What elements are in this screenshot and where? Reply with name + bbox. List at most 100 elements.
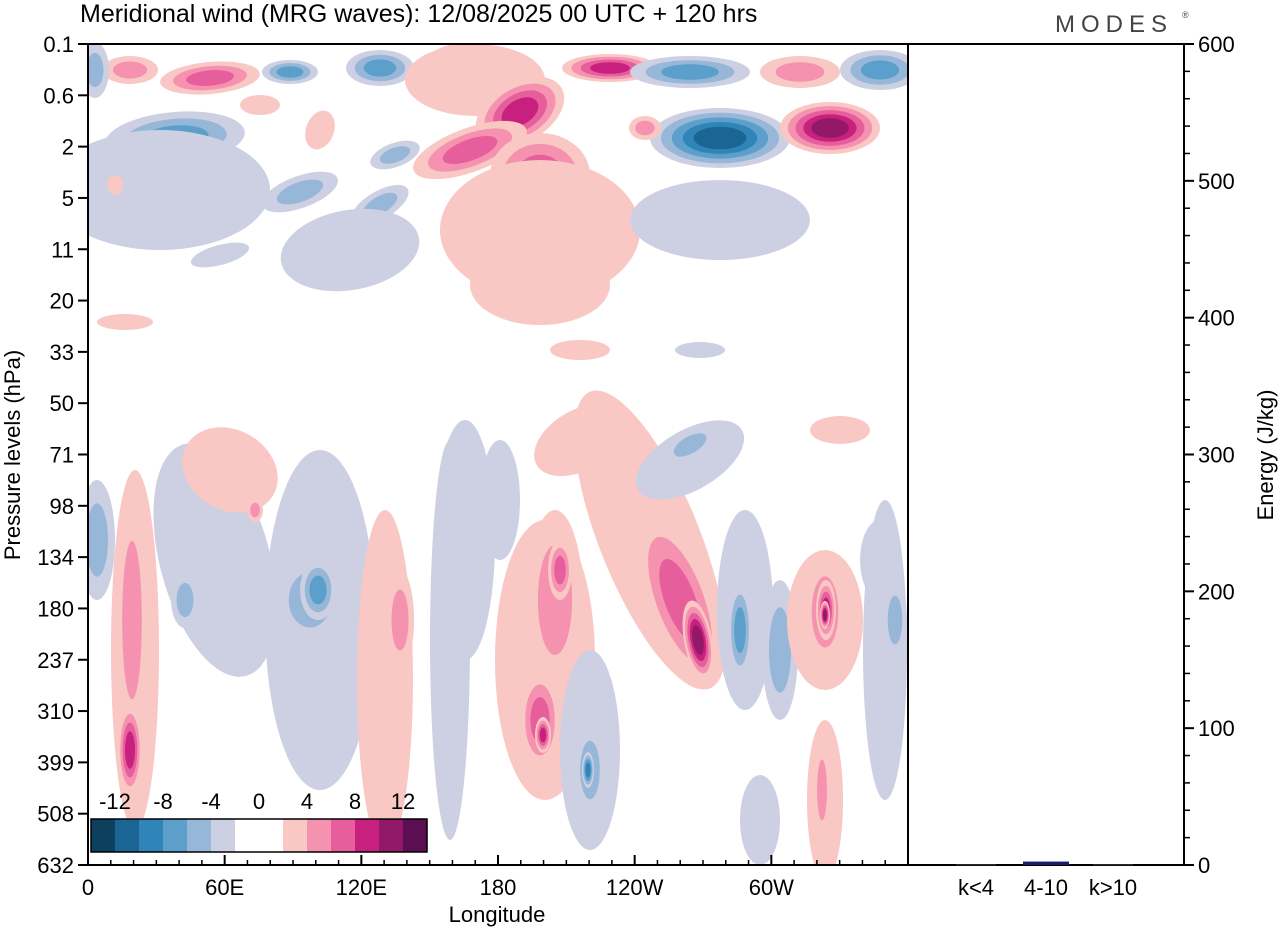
positive-contour-level-2 bbox=[775, 62, 825, 82]
energy-category-label: k<4 bbox=[958, 875, 994, 900]
colorbar-swatch bbox=[211, 819, 235, 852]
positive-contour-level-1 bbox=[107, 175, 123, 195]
colorbar-swatch bbox=[91, 819, 115, 852]
negative-contour-level-1 bbox=[675, 342, 725, 358]
x-tick-label: 180 bbox=[480, 875, 517, 900]
energy-y-axis: 0 100 200 300 400 500 600 bbox=[1184, 32, 1235, 878]
positive-contour-level-2 bbox=[122, 540, 142, 700]
negative-contour-level-3 bbox=[734, 607, 746, 653]
positive-contour-level-2 bbox=[817, 759, 827, 821]
energy-tick-label: 200 bbox=[1198, 579, 1235, 604]
negative-contour-level-3 bbox=[661, 64, 719, 80]
x-tick-label: 0 bbox=[82, 875, 94, 900]
energy-category-label: 4-10 bbox=[1024, 875, 1068, 900]
y-tick-label: 508 bbox=[37, 802, 74, 827]
negative-contour-level-1 bbox=[740, 775, 780, 865]
y-tick-label: 5 bbox=[62, 186, 74, 211]
positive-contour-level-1 bbox=[470, 245, 610, 325]
colorbar-label: 0 bbox=[253, 789, 265, 814]
positive-contour-level-4 bbox=[125, 731, 135, 769]
negative-contour-level-1 bbox=[630, 180, 810, 260]
y-axis-label: Pressure levels (hPa) bbox=[0, 350, 25, 560]
y-tick-label: 237 bbox=[37, 648, 74, 673]
colorbar-swatch bbox=[355, 819, 379, 852]
negative-contour-level-2 bbox=[88, 52, 104, 88]
contour-fields bbox=[88, 44, 908, 865]
positive-contour-level-3 bbox=[186, 70, 234, 86]
energy-axis-label: Energy (J/kg) bbox=[1253, 390, 1278, 521]
y-tick-label: 632 bbox=[37, 853, 74, 878]
colorbar-label: 8 bbox=[349, 789, 361, 814]
positive-contour-level-4 bbox=[590, 62, 630, 74]
y-tick-label: 20 bbox=[50, 289, 74, 314]
energy-tick-label: 500 bbox=[1198, 169, 1235, 194]
colorbar-frame bbox=[90, 818, 428, 853]
energy-bars bbox=[956, 861, 1133, 866]
colorbar-swatch bbox=[235, 819, 259, 852]
negative-contour-level-1 bbox=[280, 208, 420, 292]
colorbar-swatch bbox=[307, 819, 331, 852]
positive-contour-level-2 bbox=[635, 120, 655, 136]
colorbar-swatch bbox=[139, 819, 163, 852]
y-tick-label: 134 bbox=[37, 545, 74, 570]
x-tick-label: 120W bbox=[606, 875, 664, 900]
y-tick-label: 50 bbox=[50, 391, 74, 416]
positive-contour-level-1 bbox=[534, 403, 626, 477]
energy-bar bbox=[1093, 864, 1133, 866]
negative-contour-level-2 bbox=[276, 179, 324, 205]
positive-contour-level-1 bbox=[522, 231, 598, 269]
y-tick-label: 33 bbox=[50, 340, 74, 365]
y-tick-label: 98 bbox=[50, 494, 74, 519]
colorbar-swatch bbox=[379, 819, 403, 852]
brand-registered-mark: ® bbox=[1182, 10, 1189, 20]
negative-contour-level-3 bbox=[309, 575, 327, 605]
positive-contour-level-1 bbox=[97, 314, 153, 330]
positive-contour-level-3 bbox=[442, 135, 498, 165]
x-tick-label: 60W bbox=[749, 875, 794, 900]
negative-contour-level-3 bbox=[860, 60, 900, 80]
energy-tick-label: 0 bbox=[1198, 853, 1210, 878]
positive-contour-level-1 bbox=[305, 110, 335, 150]
colorbar-swatch bbox=[331, 819, 355, 852]
negative-contour-level-2 bbox=[673, 433, 707, 457]
positive-contour-level-5 bbox=[811, 118, 849, 138]
colorbar-swatch bbox=[115, 819, 139, 852]
negative-contour-level-1 bbox=[190, 242, 250, 268]
energy-tick-label: 300 bbox=[1198, 443, 1235, 468]
positive-contour-level-1 bbox=[240, 95, 280, 115]
negative-contour-level-5 bbox=[693, 126, 747, 150]
positive-contour-level-4 bbox=[501, 97, 539, 127]
energy-tick-label: 400 bbox=[1198, 306, 1235, 331]
colorbar-swatch bbox=[403, 819, 427, 852]
y-tick-label: 11 bbox=[51, 237, 74, 262]
positive-contour-level-4 bbox=[539, 727, 547, 743]
negative-contour-level-2 bbox=[88, 503, 108, 577]
negative-contour-level-2 bbox=[769, 607, 791, 693]
y-tick-label: 2 bbox=[62, 135, 74, 160]
energy-x-axis: k<4 4-10 k>10 bbox=[958, 875, 1137, 900]
y-tick-label: 310 bbox=[37, 699, 74, 724]
colorbar-label: -8 bbox=[153, 789, 173, 814]
negative-contour-level-4 bbox=[585, 762, 591, 778]
y-tick-label: 180 bbox=[37, 596, 74, 621]
positive-contour-level-1 bbox=[810, 416, 870, 444]
negative-contour-level-2 bbox=[379, 146, 411, 164]
y-tick-label: 71 bbox=[50, 443, 74, 468]
positive-contour-level-1 bbox=[182, 427, 278, 513]
colorbar: -12 -8 -4 0 4 8 12 bbox=[90, 789, 428, 853]
negative-contour-level-2 bbox=[887, 595, 903, 645]
colorbar-label: 12 bbox=[391, 789, 415, 814]
energy-panel: 0 100 200 300 400 500 600 k<4 4-10 k>10 Energy (… bbox=[907, 32, 1278, 900]
colorbar-label: -12 bbox=[99, 789, 131, 814]
energy-category-label: k>10 bbox=[1089, 875, 1137, 900]
negative-contour-level-3 bbox=[363, 59, 397, 77]
colorbar-label: 4 bbox=[301, 789, 313, 814]
colorbar-label: -4 bbox=[201, 789, 221, 814]
x-tick-label: 120E bbox=[336, 875, 387, 900]
negative-contour-level-2 bbox=[176, 582, 194, 618]
y-tick-label: 399 bbox=[37, 750, 74, 775]
positive-contour-level-2 bbox=[112, 61, 148, 79]
x-axis-label: Longitude bbox=[449, 902, 546, 927]
x-axis: 0 60E 120E 180 120W 60W bbox=[82, 855, 886, 900]
energy-tick-label: 600 bbox=[1198, 32, 1235, 57]
